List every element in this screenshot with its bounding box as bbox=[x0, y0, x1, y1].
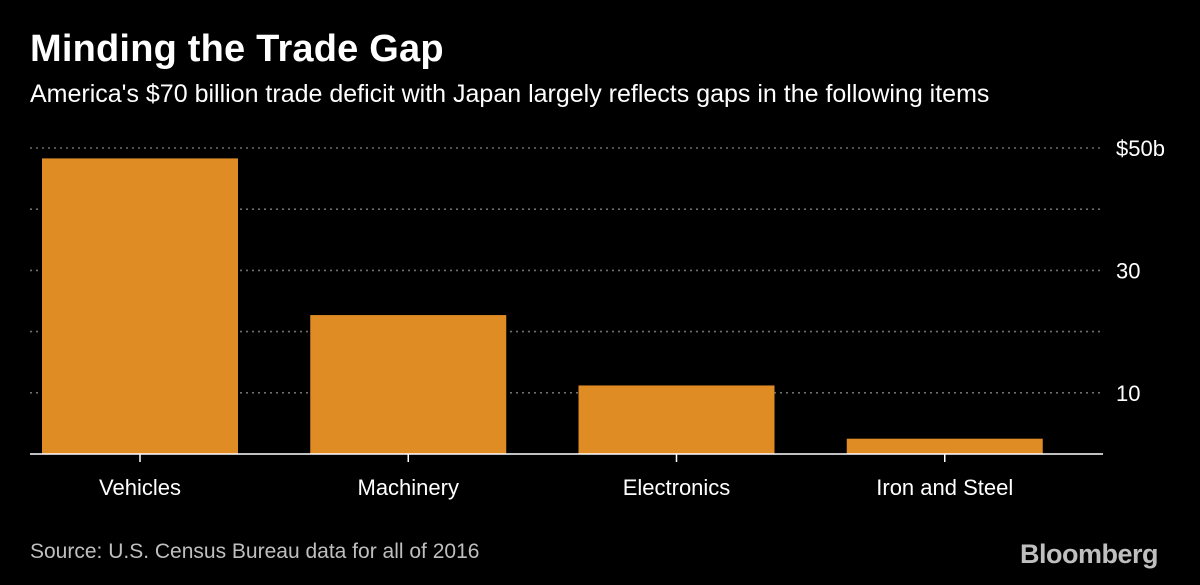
gridlines bbox=[30, 147, 1103, 394]
x-tick-label-vehicles: Vehicles bbox=[99, 475, 181, 500]
chart-subtitle: America's $70 billion trade deficit with… bbox=[30, 80, 990, 108]
x-tick-label-electronics: Electronics bbox=[623, 475, 731, 500]
bar-vehicles bbox=[42, 158, 238, 455]
y-tick-label-50: $50b bbox=[1116, 136, 1165, 161]
bar-machinery bbox=[310, 315, 507, 454]
bars bbox=[42, 158, 1043, 455]
x-tick-label-iron-and-steel: Iron and Steel bbox=[876, 475, 1013, 500]
y-tick-label-30: 30 bbox=[1116, 258, 1140, 283]
bar-iron-and-steel bbox=[846, 438, 1043, 454]
bloomberg-logo: Bloomberg bbox=[1019, 539, 1159, 569]
source-note: Source: U.S. Census Bureau data for all … bbox=[30, 540, 480, 563]
x-axis bbox=[30, 453, 1103, 462]
x-tick-label-machinery: Machinery bbox=[358, 475, 459, 500]
bar-electronics bbox=[578, 385, 775, 454]
axis-labels: 10 30 $50b Vehicles Machinery Electronics Iron… bbox=[99, 136, 1165, 500]
chart-title: Minding the Trade Gap bbox=[30, 28, 444, 70]
y-tick-label-10: 10 bbox=[1116, 381, 1140, 406]
